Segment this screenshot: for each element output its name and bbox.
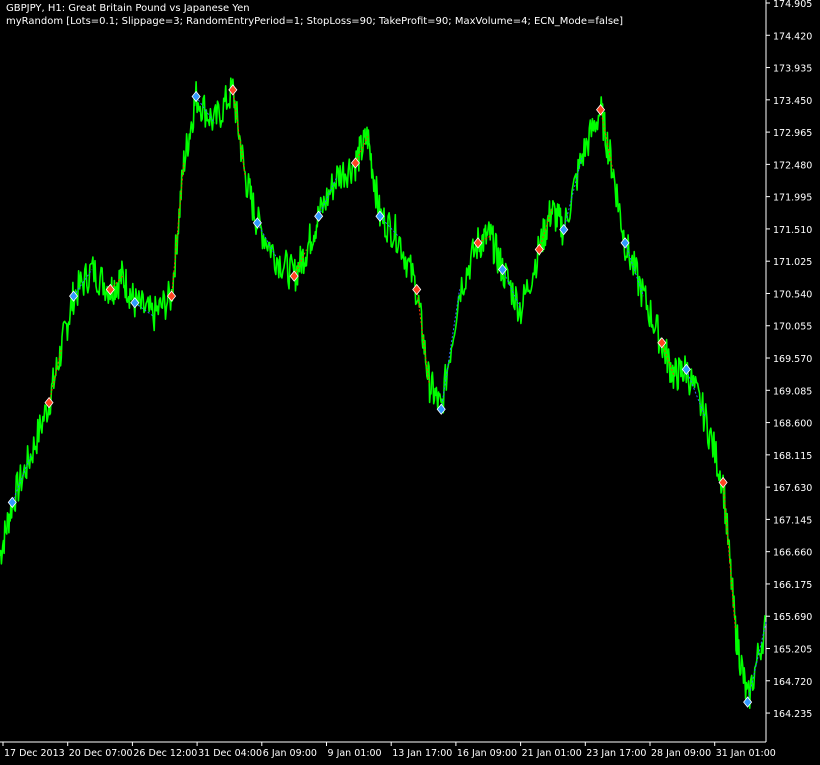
trade-line bbox=[379, 215, 399, 237]
time-tick-label: 6 Jan 09:00 bbox=[263, 748, 317, 759]
price-tick-label: 171.510 bbox=[773, 225, 812, 236]
time-tick-label: 31 Dec 04:00 bbox=[198, 748, 262, 759]
sell-arrow-icon bbox=[105, 283, 115, 296]
buy-arrow-icon bbox=[559, 223, 569, 236]
price-tick-label: 166.175 bbox=[773, 580, 812, 591]
buy-arrow-icon bbox=[130, 297, 140, 309]
buy-arrow-icon bbox=[497, 263, 508, 276]
trade-line bbox=[685, 369, 706, 417]
price-tick-label: 171.025 bbox=[773, 257, 812, 268]
buy-arrow-icon bbox=[252, 217, 262, 229]
price-tick-label: 172.965 bbox=[773, 128, 812, 139]
trade-line bbox=[171, 162, 185, 297]
time-tick-label: 13 Jan 17:00 bbox=[392, 748, 452, 759]
sell-arrow-icon bbox=[167, 290, 177, 302]
price-tick-label: 171.995 bbox=[773, 193, 812, 204]
time-tick-label: 21 Jan 01:00 bbox=[522, 748, 582, 759]
price-tick-label: 164.235 bbox=[773, 709, 812, 720]
price-tick-label: 170.055 bbox=[773, 322, 812, 333]
price-tick-label: 174.905 bbox=[773, 0, 812, 10]
trade-line bbox=[256, 222, 277, 257]
time-tick-label: 23 Jan 17:00 bbox=[586, 748, 646, 759]
time-tick-label: 17 Dec 2013 bbox=[4, 748, 65, 759]
buy-arrow-icon bbox=[191, 90, 201, 103]
price-tick-label: 168.115 bbox=[773, 451, 812, 462]
price-tick-label: 164.720 bbox=[773, 677, 812, 688]
price-tick-label: 172.480 bbox=[773, 160, 812, 171]
price-tick-label: 170.540 bbox=[773, 289, 812, 300]
sell-arrow-icon bbox=[289, 270, 299, 282]
trade-line bbox=[538, 209, 552, 250]
buy-arrow-icon bbox=[7, 496, 17, 509]
price-tick-label: 168.600 bbox=[773, 419, 812, 430]
chart-title: GBPJPY, H1: Great Britain Pound vs Japan… bbox=[6, 3, 250, 14]
time-tick-label: 26 Dec 12:00 bbox=[133, 748, 197, 759]
price-tick-label: 167.630 bbox=[773, 483, 812, 494]
price-tick-label: 165.690 bbox=[773, 612, 812, 623]
sell-arrow-icon bbox=[657, 337, 667, 349]
sell-arrow-icon bbox=[473, 237, 483, 249]
time-tick-label: 31 Jan 01:00 bbox=[716, 748, 776, 759]
buy-arrow-icon bbox=[681, 363, 691, 375]
time-tick-label: 28 Jan 09:00 bbox=[651, 748, 711, 759]
buy-arrow-icon bbox=[375, 210, 385, 222]
trade-line bbox=[73, 269, 93, 297]
buy-arrow-icon bbox=[743, 696, 753, 708]
price-line bbox=[0, 77, 766, 710]
trade-line bbox=[624, 242, 644, 297]
price-tick-label: 173.450 bbox=[773, 96, 812, 107]
trade-line bbox=[722, 482, 736, 629]
price-tick-label: 174.420 bbox=[773, 31, 812, 42]
time-tick-label: 20 Dec 07:00 bbox=[69, 748, 133, 759]
trade-line bbox=[293, 249, 307, 277]
price-tick-label: 169.570 bbox=[773, 354, 812, 365]
price-tick-label: 165.205 bbox=[773, 645, 812, 656]
price-tick-label: 173.935 bbox=[773, 64, 812, 75]
price-tick-label: 167.145 bbox=[773, 515, 812, 526]
sell-arrow-icon bbox=[596, 104, 606, 116]
time-tick-label: 9 Jan 01:00 bbox=[328, 748, 382, 759]
time-tick-label: 16 Jan 09:00 bbox=[457, 748, 517, 759]
sell-arrow-icon bbox=[718, 476, 728, 489]
trade-line bbox=[109, 275, 123, 290]
expert-label: myRandom [Lots=0.1; Slippage=3; RandomEn… bbox=[6, 16, 624, 27]
trade-line bbox=[11, 455, 32, 503]
sell-arrow-icon bbox=[534, 243, 544, 256]
trade-line bbox=[661, 342, 675, 377]
sell-arrow-icon bbox=[412, 283, 422, 296]
trade-line bbox=[232, 89, 246, 177]
trade-line bbox=[440, 289, 461, 410]
trade-line bbox=[48, 349, 62, 403]
price-tick-label: 166.660 bbox=[773, 548, 812, 559]
sell-arrow-icon bbox=[350, 157, 360, 169]
trade-line bbox=[195, 96, 215, 124]
trade-line bbox=[747, 622, 767, 703]
trade-line bbox=[563, 156, 583, 230]
buy-arrow-icon bbox=[69, 290, 79, 302]
trade-line bbox=[502, 269, 522, 310]
trade-line bbox=[354, 136, 369, 164]
buy-arrow-icon bbox=[314, 210, 324, 222]
sell-arrow-icon bbox=[44, 396, 54, 409]
price-tick-label: 169.085 bbox=[773, 386, 812, 397]
buy-arrow-icon bbox=[620, 237, 630, 249]
trade-line bbox=[318, 176, 338, 217]
buy-arrow-icon bbox=[436, 403, 446, 415]
sell-arrow-icon bbox=[228, 84, 238, 96]
